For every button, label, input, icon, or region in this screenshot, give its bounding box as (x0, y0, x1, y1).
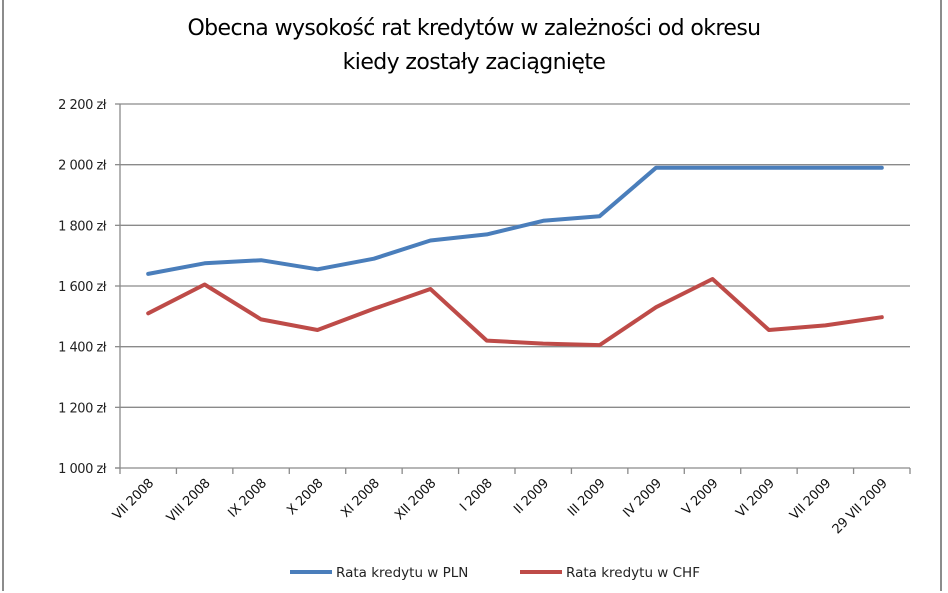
x-tick-label: IX 2008 (225, 476, 269, 520)
x-tick-label: X 2008 (284, 476, 326, 518)
x-tick-label: III 2009 (565, 476, 608, 519)
legend-label-1: Rata kredytu w CHF (566, 565, 700, 581)
y-tick-label: 1 600 zł (58, 280, 107, 295)
x-tick-label: V 2009 (679, 476, 721, 518)
x-tick-label: II 2009 (511, 476, 552, 517)
y-tick-label: 1 000 zł (58, 462, 107, 477)
x-tick-label: XI 2008 (338, 476, 382, 520)
y-tick-label: 2 200 zł (58, 98, 107, 113)
x-tick-label: VII 2008 (110, 476, 157, 523)
chart-title: Obecna wysokość rat kredytów w zależnośc… (0, 12, 948, 80)
x-tick-label: VII 2009 (787, 476, 834, 523)
series-line-0 (146, 165, 884, 276)
legend-label-0: Rata kredytu w PLN (336, 565, 468, 581)
legend: Rata kredytu w PLN Rata kredytu w CHF (290, 565, 700, 581)
y-tick-label: 1 400 zł (58, 341, 107, 356)
x-tick-label: VIII 2008 (164, 476, 213, 525)
y-tick-label: 2 000 zł (58, 159, 107, 174)
x-tick-label: I 2008 (457, 476, 495, 514)
gridlines (120, 103, 910, 408)
y-tick-label: 1 800 zł (58, 219, 107, 234)
x-tick-label: 29 VII 2009 (830, 476, 891, 537)
data-series (146, 165, 884, 348)
x-tick-label: IV 2009 (620, 476, 664, 520)
series-line-1 (146, 277, 884, 348)
chart-title-line-2: kiedy zostały zaciągnięte (342, 50, 606, 75)
x-tick-label: XII 2008 (392, 476, 439, 523)
x-tick-label: VI 2009 (733, 476, 777, 520)
y-axis: 1 000 zł 1 200 zł 1 400 zł 1 600 zł 1 800 zł… (58, 98, 121, 477)
chart-title-line-1: Obecna wysokość rat kredytów w zależnośc… (187, 16, 761, 41)
x-axis: VII 2008 VIII 2008 IX 2008 X 2008 XI 2008 XII… (110, 467, 911, 537)
y-tick-label: 1 200 zł (58, 401, 107, 416)
